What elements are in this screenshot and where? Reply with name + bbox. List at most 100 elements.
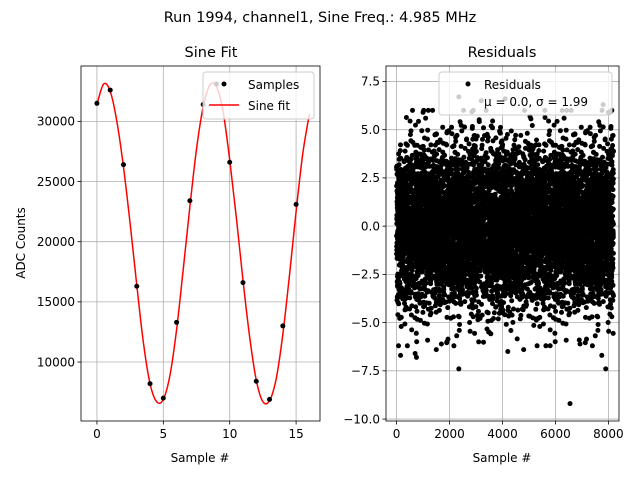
residual-point [436,307,442,313]
residual-point [476,119,482,125]
residual-point [433,131,439,137]
residual-point [437,137,443,143]
residuals-title: Residuals [468,45,537,61]
residual-point [413,122,418,128]
sample-point [120,162,126,168]
residual-point [449,131,455,137]
legend-samples-label: Samples [248,78,299,92]
residual-point [473,292,479,298]
residual-point [422,293,428,299]
residuals-ytick-label: −2.5 [351,268,380,282]
residual-point [478,273,484,279]
residual-point [472,330,478,336]
residual-point [425,127,431,133]
residual-point [495,316,501,322]
sample-point [227,159,233,165]
residual-point [428,142,434,148]
residual-point [473,304,479,310]
sine-fit-legend: Samples Sine fit [202,71,315,120]
sample-point [280,323,286,329]
sine-fit-xtick-label: 0 [93,427,101,441]
residual-point [414,339,420,345]
residual-point [477,268,483,274]
residual-point [455,166,461,172]
residual-point [438,341,444,347]
sine-fit-ytick-label: 25000 [37,175,75,189]
residual-point [470,314,476,320]
residual-point [408,157,414,162]
residual-point [409,290,414,296]
residuals-panel: Residuals 0 2000 4000 6000 8000−10.0−7.5−5.0… [343,45,623,465]
residual-point [474,133,480,139]
residual-point [510,319,516,325]
sample-point [267,396,273,402]
residual-point [424,321,430,327]
residual-point [453,138,459,144]
residual-point [469,301,475,307]
residual-point [423,164,428,170]
residual-point [462,124,468,130]
residual-point [420,309,426,315]
residual-point [455,151,461,157]
residual-point [425,337,431,343]
residual-point [415,291,421,297]
sample-point [253,378,259,384]
residual-point [421,147,427,153]
residual-point [490,296,496,302]
residual-point [451,290,457,296]
residual-point [485,310,491,316]
residual-point [451,314,456,320]
residual-point [449,124,455,130]
residual-point [408,312,414,318]
residual-point [395,312,401,318]
residual-point [446,128,452,134]
residual-point [414,308,420,314]
residual-point [498,124,503,130]
residual-point [511,306,516,312]
residual-point [401,159,407,165]
sample-point [134,283,140,289]
sine-fit-xtick-label: 10 [222,427,237,441]
residual-point [398,324,404,329]
residual-point [407,118,413,124]
sample-point [174,319,180,325]
residual-point [442,292,448,298]
residual-point [516,144,522,150]
residual-point [398,314,404,320]
residual-point [426,300,432,306]
residuals-ytick-label: 2.5 [361,171,380,185]
residual-point [467,328,473,334]
residual-point [425,107,431,113]
residual-point [484,155,490,161]
residual-point [409,303,415,309]
residual-point [404,343,410,349]
residual-point [407,295,413,301]
residual-point [456,327,462,333]
residual-point [416,118,421,124]
residual-point [441,286,447,292]
residuals-points [394,80,616,407]
sine-fit-xtick-label: 15 [288,427,303,441]
residual-point [397,148,403,154]
residuals-xtick-label: 6000 [540,427,571,441]
residual-point [501,300,507,306]
residuals-ytick-label: 0.0 [361,219,380,233]
residual-point [442,183,448,189]
sine-fit-frame [80,65,321,422]
residual-point [488,331,494,337]
residual-point [479,142,485,148]
residual-point [397,281,403,286]
residual-point [490,125,495,131]
residual-point [434,151,440,157]
residual-point [396,301,402,307]
residual-point [514,336,520,342]
residual-point [500,307,506,313]
residual-point [483,150,489,156]
residual-point [417,317,423,323]
residual-point [442,152,448,158]
residuals-ytick-label: 5.0 [361,123,380,137]
residual-point [509,298,515,304]
residual-point [436,147,442,153]
residual-point [485,134,491,140]
